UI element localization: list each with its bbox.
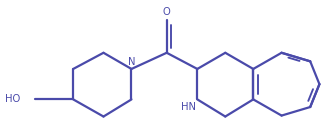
Text: HO: HO <box>5 94 21 104</box>
Text: O: O <box>163 7 170 17</box>
Text: HN: HN <box>181 102 196 112</box>
Text: N: N <box>129 57 136 67</box>
